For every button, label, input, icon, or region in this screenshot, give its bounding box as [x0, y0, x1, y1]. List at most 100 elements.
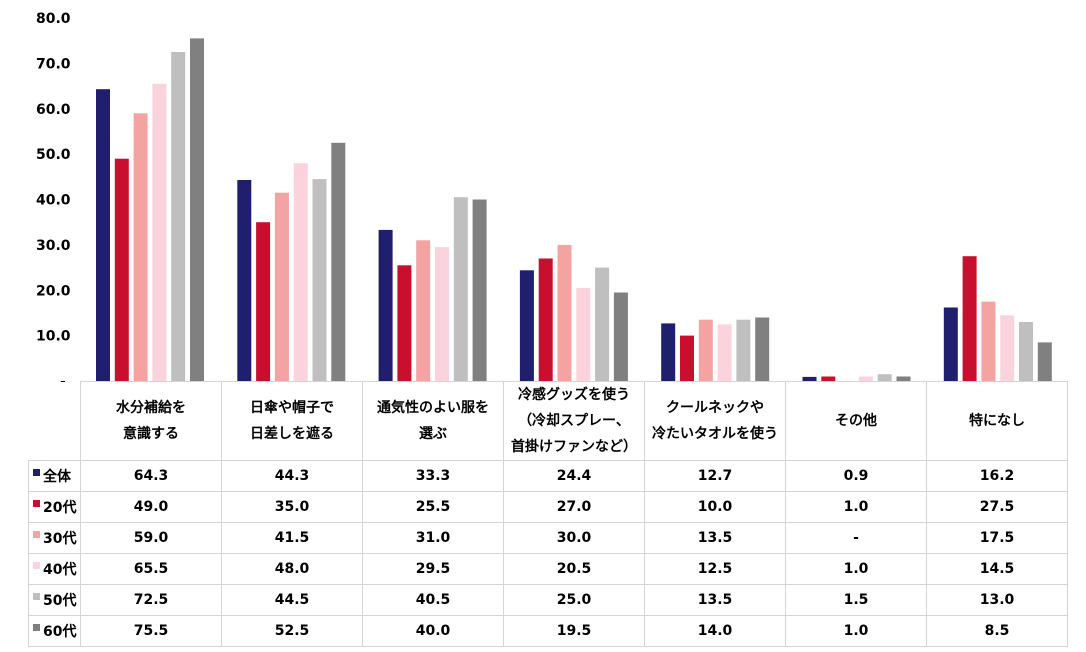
table-row: 20代 49.0 35.0 25.5 27.0 10.0 1.0 27.5 [28, 491, 1068, 523]
legend-entry: 全体 [28, 460, 81, 492]
bar [256, 222, 271, 381]
data-label: 33.3 [362, 460, 504, 492]
table-row: 40代 65.5 48.0 29.5 20.5 12.5 1.0 14.5 [28, 553, 1068, 585]
bar [416, 240, 431, 381]
bar [613, 292, 628, 381]
bar [312, 179, 327, 381]
bar [538, 258, 553, 381]
category-label: 水分補給を 意識する [80, 381, 222, 461]
bar [595, 267, 610, 381]
legend-entry: 20代 [28, 491, 81, 523]
series-name: 20代 [43, 500, 77, 516]
data-label: 10.0 [644, 491, 786, 523]
bar [453, 197, 468, 381]
data-label: 44.3 [221, 460, 363, 492]
data-label: 29.5 [362, 553, 504, 585]
data-label: 1.0 [785, 553, 927, 585]
bar [96, 89, 110, 381]
data-label: 12.5 [644, 553, 786, 585]
category-header-row: 水分補給を 意識する 日傘や帽子で 日差しを遮る 通気性のよい服を 選ぶ 冷感グッズを… [28, 381, 1068, 461]
data-label: 30.0 [503, 522, 645, 554]
data-label: 1.0 [785, 615, 927, 647]
data-label: 16.2 [926, 460, 1068, 492]
data-label: 1.0 [785, 491, 927, 523]
data-label: 75.5 [80, 615, 222, 647]
y-axis: - 10.0 20.0 30.0 40.0 50.0 60.0 70.0 80.0 [36, 11, 71, 382]
y-tick-label: 30.0 [36, 238, 71, 254]
data-label: 27.5 [926, 491, 1068, 523]
y-tick-label: 50.0 [36, 147, 71, 163]
legend-swatch [33, 500, 40, 507]
bar [576, 288, 591, 381]
data-label: 44.5 [221, 584, 363, 616]
legend-entry: 50代 [28, 584, 81, 616]
table-row: 30代 59.0 41.5 31.0 30.0 13.5-17.5 [28, 522, 1068, 554]
bar [133, 113, 148, 382]
bar [981, 301, 996, 381]
data-label: 35.0 [221, 491, 363, 523]
bars [96, 38, 1052, 382]
legend-swatch [33, 624, 40, 631]
table-row: 全体 64.3 44.3 33.3 24.4 12.7 0.9 16.2 [28, 460, 1068, 492]
bar-chart: - 10.0 20.0 30.0 40.0 50.0 60.0 70.0 80.0 [36, 11, 1052, 382]
data-label: 65.5 [80, 553, 222, 585]
data-label: 52.5 [221, 615, 363, 647]
data-label: 12.7 [644, 460, 786, 492]
data-label: 13.5 [644, 522, 786, 554]
series-name: 全体 [43, 469, 71, 485]
bar [661, 323, 676, 381]
legend-swatch [33, 593, 40, 600]
series-name: 50代 [43, 593, 77, 609]
bar [519, 270, 534, 381]
category-label: クールネックや 冷たいタオルを使う [644, 381, 786, 461]
bar [557, 244, 572, 381]
data-label: 14.0 [644, 615, 786, 647]
data-label: 40.5 [362, 584, 504, 616]
bar [877, 374, 892, 381]
bar [152, 83, 167, 382]
y-tick-label: 70.0 [36, 56, 71, 72]
bar [435, 247, 449, 381]
bar [896, 376, 911, 381]
table-row: 60代 75.5 52.5 40.0 19.5 14.0 1.0 8.5 [28, 615, 1068, 647]
y-tick-label: 10.0 [36, 329, 71, 345]
bar [1000, 315, 1015, 381]
legend-swatch [33, 469, 40, 476]
data-label: 40.0 [362, 615, 504, 647]
bar [190, 38, 204, 382]
y-tick-label: 40.0 [36, 193, 71, 209]
bar [378, 229, 393, 381]
bar [237, 180, 252, 381]
legend-entry: 40代 [28, 553, 81, 585]
category-label: 特になし [926, 381, 1068, 461]
bar [698, 319, 713, 381]
y-tick-label: 60.0 [36, 102, 71, 118]
data-label: 41.5 [221, 522, 363, 554]
series-name: 30代 [43, 531, 77, 547]
data-label: 19.5 [503, 615, 645, 647]
bar [858, 376, 873, 381]
bar [962, 256, 977, 381]
data-label: 24.4 [503, 460, 645, 492]
y-tick-label: 20.0 [36, 283, 71, 299]
bar [802, 376, 817, 381]
bar [114, 158, 129, 381]
legend-swatch [33, 562, 40, 569]
data-label: 72.5 [80, 584, 222, 616]
category-label: 通気性のよい服を 選ぶ [362, 381, 504, 461]
series-name: 60代 [43, 624, 77, 640]
data-label: 8.5 [926, 615, 1068, 647]
bar [680, 335, 694, 381]
data-label: 17.5 [926, 522, 1068, 554]
data-label: 49.0 [80, 491, 222, 523]
category-label: その他 [785, 381, 927, 461]
bar [821, 376, 836, 381]
bar [1019, 322, 1033, 381]
data-label: 14.5 [926, 553, 1068, 585]
data-label: 20.5 [503, 553, 645, 585]
bar [1037, 342, 1052, 381]
legend-entry: 60代 [28, 615, 81, 647]
bar [736, 319, 751, 381]
table-row: 50代 72.5 44.5 40.5 25.0 13.5 1.5 13.0 [28, 584, 1068, 616]
data-label: 31.0 [362, 522, 504, 554]
